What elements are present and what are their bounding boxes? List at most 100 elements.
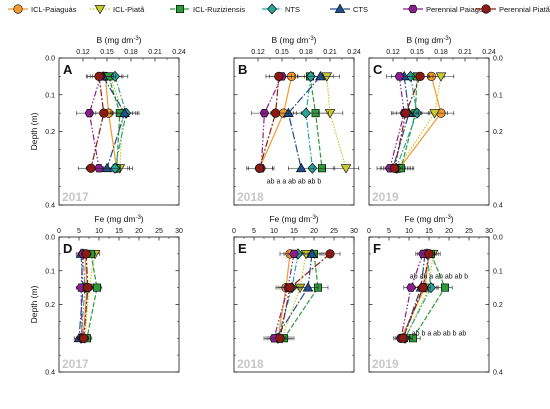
legend-item: Perennial Paiaguás bbox=[403, 4, 491, 14]
x-tick-label: 5 bbox=[387, 228, 391, 235]
significance-letters: ab ab a ab ab ab b bbox=[410, 273, 468, 280]
series bbox=[265, 248, 323, 343]
data-point bbox=[83, 283, 93, 293]
x-tick-label: 0.21 bbox=[148, 49, 162, 56]
data-point bbox=[94, 71, 104, 81]
legend-item: ICL-Ruziziensis bbox=[170, 5, 245, 14]
data-point bbox=[401, 108, 411, 118]
series-line bbox=[277, 253, 299, 339]
y-tick-label: 0.1 bbox=[45, 92, 55, 99]
data-point bbox=[418, 283, 428, 293]
series bbox=[248, 72, 296, 173]
legend-item: ICL-Paiaguás bbox=[8, 4, 77, 14]
data-point bbox=[255, 163, 265, 173]
panel-label: A bbox=[63, 62, 73, 77]
x-tick-label: 0.21 bbox=[458, 49, 472, 56]
data-point bbox=[302, 282, 314, 292]
series bbox=[313, 72, 360, 174]
x-axis-label-sup: -3 bbox=[445, 215, 451, 221]
series bbox=[95, 72, 133, 173]
data-point bbox=[321, 72, 333, 82]
data-point bbox=[424, 249, 434, 259]
x-tick-label: 5 bbox=[252, 228, 256, 235]
data-point bbox=[84, 109, 95, 118]
series-line bbox=[309, 76, 323, 169]
x-axis-label-end: ) bbox=[314, 35, 317, 45]
x-axis-label: B (mg dm-3) bbox=[271, 35, 316, 45]
series bbox=[387, 72, 431, 173]
x-tick-label: 30 bbox=[350, 228, 358, 235]
data-point bbox=[271, 108, 281, 118]
series bbox=[263, 249, 305, 343]
x-axis-label-sup: -3 bbox=[135, 215, 141, 221]
legend-label: CTS bbox=[353, 5, 368, 14]
series-line bbox=[305, 76, 313, 169]
series bbox=[395, 249, 437, 343]
x-tick-label: 30 bbox=[175, 228, 183, 235]
x-tick-label: 20 bbox=[310, 228, 318, 235]
y-tick-label: 0.2 bbox=[45, 129, 55, 136]
x-tick-label: 10 bbox=[95, 228, 103, 235]
y-axis-label: Depth (m) bbox=[29, 285, 39, 323]
x-tick-label: 0.15 bbox=[410, 49, 424, 56]
data-point bbox=[101, 162, 113, 173]
data-point bbox=[340, 164, 352, 174]
x-tick-label: 20 bbox=[445, 228, 453, 235]
y-tick-label-right: 0.0 bbox=[493, 235, 503, 242]
legend-marker bbox=[481, 4, 491, 14]
x-axis-label-sup: -3 bbox=[308, 36, 314, 42]
series-line bbox=[86, 253, 98, 339]
panel-label: F bbox=[373, 241, 381, 256]
data-point bbox=[406, 283, 416, 292]
x-tick-label: 0.21 bbox=[323, 49, 337, 56]
data-point bbox=[295, 162, 307, 173]
x-axis-label-sup: -3 bbox=[443, 36, 449, 42]
x-axis-label: Fe (mg dm-3) bbox=[94, 214, 143, 224]
x-axis-label-end: ) bbox=[449, 35, 452, 45]
x-tick-label: 30 bbox=[485, 228, 493, 235]
series-line bbox=[90, 76, 105, 169]
x-tick-label: 0.12 bbox=[386, 49, 400, 56]
series-line bbox=[283, 253, 319, 339]
series-line bbox=[260, 76, 283, 169]
x-tick-label: 0.18 bbox=[124, 49, 138, 56]
series bbox=[405, 249, 453, 343]
x-axis-label-sup: -3 bbox=[133, 36, 139, 42]
x-tick-label: 15 bbox=[115, 228, 123, 235]
x-tick-label: 0 bbox=[232, 228, 236, 235]
series bbox=[393, 249, 437, 343]
y-tick-label-right: 0.2 bbox=[493, 129, 503, 136]
y-tick-label-right: 0.0 bbox=[493, 56, 503, 63]
legend-marker bbox=[334, 3, 346, 13]
series bbox=[269, 249, 341, 343]
year-label: 2019 bbox=[372, 357, 399, 371]
legend-marker bbox=[176, 5, 185, 14]
legend-item: CTS bbox=[330, 3, 368, 14]
series bbox=[384, 72, 455, 174]
x-axis-label-base: Fe (mg dm bbox=[269, 214, 310, 224]
significance-letters: ab a a ab ab ab b bbox=[267, 179, 322, 186]
x-tick-label: 15 bbox=[290, 228, 298, 235]
data-point bbox=[275, 333, 285, 343]
x-axis-label: Fe (mg dm-3) bbox=[269, 214, 318, 224]
series-line bbox=[326, 76, 347, 169]
panel-label: D bbox=[63, 241, 72, 256]
data-point bbox=[429, 109, 440, 119]
x-tick-label: 0.12 bbox=[251, 49, 265, 56]
year-label: 2019 bbox=[372, 190, 399, 204]
series-line bbox=[402, 253, 430, 339]
year-label: 2017 bbox=[62, 190, 89, 204]
series bbox=[292, 70, 326, 174]
data-point bbox=[390, 163, 400, 173]
panel-label: C bbox=[373, 62, 383, 77]
panel-a: 0.12 0.15 0.18 0.21 0.24 B (mg dm-3) 0.0 0.1 0.2… bbox=[29, 35, 186, 210]
data-point bbox=[99, 108, 109, 118]
x-tick-label: 25 bbox=[465, 228, 473, 235]
series-line bbox=[404, 253, 432, 339]
data-point bbox=[325, 249, 335, 259]
data-point bbox=[81, 249, 91, 259]
series bbox=[267, 249, 301, 343]
legend-marker bbox=[266, 3, 278, 15]
y-tick-label: 0.2 bbox=[45, 302, 55, 309]
